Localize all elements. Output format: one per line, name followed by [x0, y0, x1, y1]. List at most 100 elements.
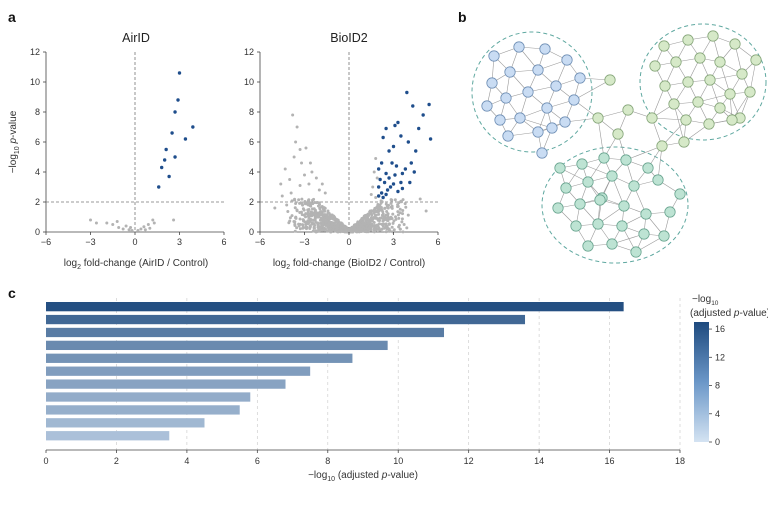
x-axis-label: −log10 (adjusted p-value)	[308, 470, 418, 483]
data-point-background	[317, 213, 321, 217]
data-point-nonsignificant	[310, 170, 314, 174]
bar	[46, 302, 624, 312]
bar	[46, 340, 388, 351]
network-node	[707, 30, 719, 42]
bar	[46, 405, 240, 415]
x-tick-label: 6	[221, 237, 226, 247]
data-point-significant	[381, 135, 385, 140]
network-nodes	[481, 30, 762, 258]
data-point-background	[396, 213, 400, 217]
network-node	[592, 218, 604, 230]
data-point-background	[401, 208, 405, 212]
data-point-nonsignificant	[111, 223, 115, 226]
data-point-nonsignificant	[152, 221, 156, 225]
data-point-background	[328, 229, 332, 233]
data-point-significant	[421, 113, 425, 117]
data-point-background	[380, 227, 384, 231]
network-node	[678, 136, 690, 148]
data-point-significant	[412, 170, 416, 174]
data-point-background	[367, 220, 371, 224]
bar	[46, 392, 251, 402]
network-node	[559, 116, 571, 128]
data-point-background	[347, 229, 351, 233]
data-point-nonsignificant	[320, 182, 324, 186]
network-node	[606, 170, 618, 182]
data-point-background	[403, 202, 407, 206]
x-tick-labels: −6 −3 0 3 6	[41, 232, 227, 247]
network-node	[612, 128, 624, 140]
data-point-background	[298, 201, 302, 205]
network-edge	[651, 85, 666, 119]
panel-label-c: c	[8, 285, 16, 301]
data-point-background	[287, 221, 291, 225]
data-point-background	[295, 226, 299, 230]
data-point-significant	[391, 144, 396, 149]
network-node	[659, 80, 671, 92]
data-point-background	[293, 229, 297, 233]
data-point-significant	[173, 155, 177, 159]
network-node	[592, 112, 604, 124]
data-point-significant	[173, 110, 177, 114]
data-point-background	[401, 230, 405, 234]
data-point-background	[364, 224, 368, 228]
data-point-background	[322, 206, 326, 210]
data-point-significant	[376, 185, 381, 189]
bar	[46, 314, 526, 325]
data-point-significant	[376, 194, 381, 198]
x-tick-label: 4	[184, 456, 189, 466]
network-node	[658, 40, 670, 52]
network-node	[494, 114, 506, 126]
data-point-significant	[427, 102, 431, 107]
data-point-nonsignificant	[127, 228, 131, 232]
data-point-background	[332, 214, 336, 218]
panel-label-b: b	[458, 9, 467, 25]
data-point-background	[316, 221, 320, 225]
chart-title: AirID	[122, 31, 150, 45]
network-node	[646, 112, 658, 124]
data-point-background	[364, 217, 368, 221]
y-tick-label: 8	[249, 107, 254, 117]
data-point-nonsignificant	[115, 220, 119, 223]
data-point-background	[363, 214, 367, 218]
network-node	[541, 102, 553, 114]
data-point-background	[343, 226, 347, 230]
network-node	[570, 220, 582, 232]
data-point-background	[400, 217, 404, 221]
colorbar-tick-label: 12	[715, 352, 725, 362]
data-point-significant	[167, 174, 171, 179]
network-node	[514, 112, 526, 124]
data-point-nonsignificant	[288, 178, 292, 181]
data-point-background	[319, 225, 323, 229]
data-point-background	[386, 215, 390, 219]
data-point-nonsignificant	[136, 229, 140, 232]
data-point-background	[293, 197, 297, 201]
network-node	[620, 154, 632, 166]
data-point-background	[322, 228, 326, 232]
data-point-background	[396, 205, 400, 209]
x-tick-label: −6	[41, 237, 51, 247]
data-point-significant	[385, 188, 390, 192]
data-point-background	[294, 216, 298, 220]
network-node	[500, 92, 512, 104]
data-point-background	[365, 227, 369, 231]
data-point-background	[300, 201, 304, 205]
data-point-background	[383, 215, 387, 219]
data-point-significant	[162, 158, 167, 162]
cluster-outline-blue	[471, 31, 593, 153]
data-point-nonsignificant	[314, 176, 318, 180]
data-point-background	[301, 226, 305, 230]
y-tick-label: 8	[35, 107, 40, 117]
network-node	[652, 174, 664, 186]
data-point-significant	[170, 131, 174, 135]
data-point-nonsignificant	[294, 140, 298, 144]
data-point-nonsignificant	[289, 191, 293, 195]
y-tick-label: 0	[35, 227, 40, 237]
data-point-significant	[403, 167, 408, 171]
data-point-background	[310, 214, 314, 218]
network-node	[536, 147, 548, 159]
data-point-background	[318, 229, 322, 233]
data-point-background	[308, 201, 312, 205]
data-point-background	[312, 197, 316, 201]
data-point-significant	[388, 185, 393, 189]
data-point-background	[336, 224, 340, 228]
